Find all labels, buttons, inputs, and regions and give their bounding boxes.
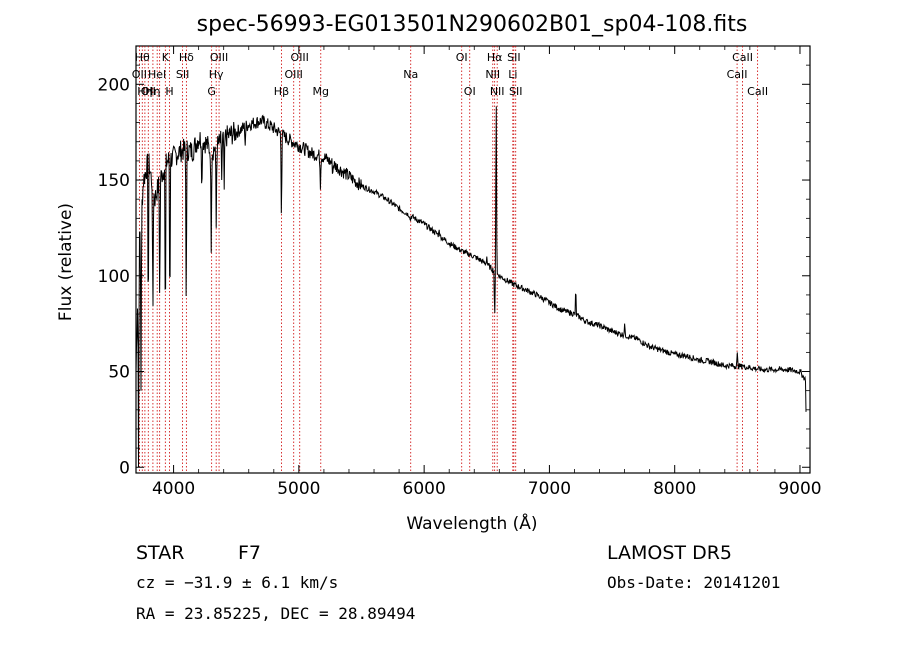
spectral-line-label: Hδ [179, 51, 194, 64]
y-tick-label: 0 [119, 458, 130, 478]
x-tick-label: 6000 [403, 479, 446, 499]
spectral-line-label: OI [464, 85, 476, 98]
spectral-line-label: NII [485, 68, 500, 81]
chart-title: spec-56993-EG013501N290602B01_sp04-108.f… [197, 12, 748, 37]
y-tick-label: 100 [98, 267, 130, 287]
spectrum-line [135, 106, 807, 468]
spectral-line-label: OIII [210, 51, 228, 64]
spectral-line-label: NII [490, 85, 505, 98]
x-axis-label: Wavelength (Å) [406, 512, 537, 534]
spectral-line-label: G [207, 85, 216, 98]
spectral-line-label: OIII [285, 68, 303, 81]
spectral-line-label: HeI [148, 68, 166, 81]
x-tick-label: 8000 [653, 479, 696, 499]
y-axis-ticks: 0 50 100 150 200 [98, 64, 810, 478]
spectral-line-labels: OIIHθHηOIIHηHeIKHSIIHδGHγOIIIHβOIIIOIIIM… [132, 51, 768, 98]
spectral-line-label: CaII [747, 85, 768, 98]
spectral-line-label: Li [508, 68, 517, 81]
spectral-line-label: Hθ [135, 51, 150, 64]
redshift-text: cz = −31.9 ± 6.1 km/s [136, 573, 338, 592]
y-tick-label: 200 [98, 75, 130, 95]
spectral-line-label: Hα [487, 51, 503, 64]
spectral-line-label: K [162, 51, 170, 64]
x-tick-label: 9000 [778, 479, 821, 499]
spectral-line-label: Na [403, 68, 418, 81]
spectral-line-label: SII [507, 51, 520, 64]
spectral-line-label: SII [509, 85, 522, 98]
spectral-line-label: OII [132, 68, 147, 81]
spectral-line-markers [138, 46, 759, 473]
y-tick-label: 150 [98, 171, 130, 191]
spectral-line-label: Hγ [209, 68, 224, 81]
obs-date: Obs-Date: 20141201 [607, 573, 780, 592]
x-tick-label: 5000 [277, 479, 320, 499]
spectral-line-label: OIII [291, 51, 309, 64]
object-subclass: F7 [238, 542, 261, 564]
spectral-line-label: SII [176, 68, 189, 81]
x-tick-label: 4000 [152, 479, 195, 499]
coordinates: RA = 23.85225, DEC = 28.89494 [136, 604, 415, 623]
x-axis-ticks: 4000 5000 6000 7000 8000 9000 [152, 46, 822, 499]
object-class: STAR [136, 542, 184, 564]
spectral-line-label: H [165, 85, 173, 98]
plot-frame [135, 45, 811, 474]
y-axis-label: Flux (relative) [56, 203, 76, 321]
spectral-line-label: CaII [727, 68, 748, 81]
survey-name: LAMOST DR5 [607, 542, 732, 564]
spectral-line-label: OII [141, 85, 156, 98]
spectral-line-label: Mg [313, 85, 329, 98]
spectral-line-label: Hη [137, 85, 152, 98]
spectral-line-label: Hη [145, 85, 160, 98]
spectral-line-label: Hβ [274, 85, 289, 98]
spectral-line-label: CaII [732, 51, 753, 64]
x-tick-label: 7000 [528, 479, 571, 499]
spectral-line-label: OI [456, 51, 468, 64]
y-tick-label: 50 [108, 363, 130, 383]
